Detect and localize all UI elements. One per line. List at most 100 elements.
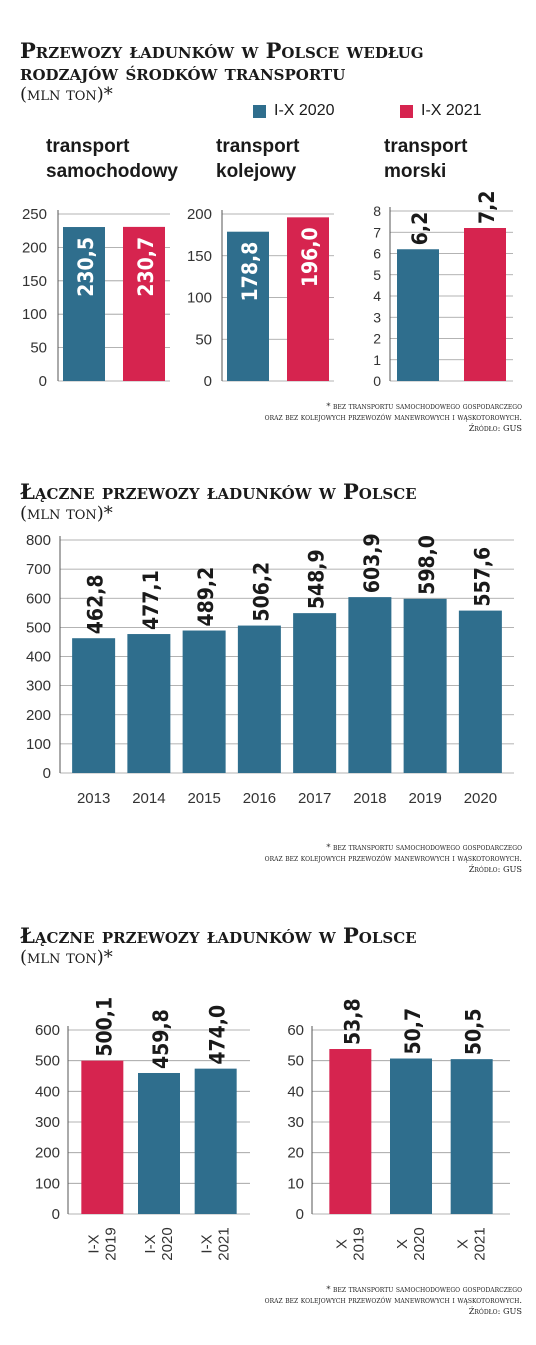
bar-value-label: 230,5 xyxy=(74,237,98,297)
bar-value-label: 196,0 xyxy=(298,227,322,287)
chart-total-annual: 0 100 200 300 400 500 600 700 800 462,8 2013 477,1 2… xyxy=(26,532,514,807)
section1-footnote: * bez transportu samochodowego gospodarc… xyxy=(265,401,522,434)
bar xyxy=(182,630,226,773)
legend-item-2020: I-X 2020 xyxy=(253,102,334,120)
y-tick-label: 2 xyxy=(373,331,381,347)
category-label-rail: transport kolejowy xyxy=(216,134,299,184)
x-category-label: 2016 xyxy=(243,790,276,807)
bar xyxy=(287,217,329,381)
x-category-label: X2020 xyxy=(394,1227,428,1260)
y-tick-label: 6 xyxy=(373,246,381,262)
y-tick-label: 100 xyxy=(35,1175,60,1192)
bar xyxy=(450,1059,493,1214)
category-label-line: transport xyxy=(384,136,468,157)
y-tick-label: 200 xyxy=(187,206,212,223)
bar xyxy=(72,638,116,773)
footnote-line: oraz bez kolejowych przewozów manewrowyc… xyxy=(264,1295,522,1305)
y-tick-label: 50 xyxy=(195,331,212,348)
y-tick-label: 500 xyxy=(35,1053,60,1070)
y-tick-label: 400 xyxy=(35,1083,60,1100)
footnote-line: oraz bez kolejowych przewozów manewrowyc… xyxy=(264,412,522,422)
bar-value-label: 474,0 xyxy=(206,1005,230,1065)
legend-item-2021: I-X 2021 xyxy=(400,102,481,120)
x-category-label-line: 2019 xyxy=(102,1227,119,1260)
footnote-line: Źródło: GUS xyxy=(468,423,522,433)
section1-unit: (mln ton)* xyxy=(20,84,113,105)
bar-value-label: 178,8 xyxy=(238,242,262,302)
bar-value-label: 598,0 xyxy=(415,535,439,595)
x-category-label-line: X xyxy=(333,1239,350,1249)
footnote-line: * bez transportu samochodowego gospodarc… xyxy=(326,842,522,852)
category-label-line: transport xyxy=(46,136,130,157)
category-label-line: morski xyxy=(384,161,447,182)
x-category-label-line: 2021 xyxy=(472,1227,489,1260)
category-label-line: transport xyxy=(216,136,300,157)
bar xyxy=(403,598,447,773)
legend-swatch-blue xyxy=(253,104,266,118)
bar xyxy=(138,1072,180,1214)
y-tick-label: 3 xyxy=(373,309,381,325)
x-category-label: 2017 xyxy=(298,790,331,807)
y-tick-label: 0 xyxy=(43,765,51,782)
x-category-label: I-X2019 xyxy=(85,1227,119,1260)
y-tick-label: 0 xyxy=(204,373,212,390)
x-category-label-line: 2020 xyxy=(411,1227,428,1260)
y-tick-label: 600 xyxy=(35,1022,60,1039)
y-tick-label: 0 xyxy=(52,1206,60,1223)
category-label-sea: transport morski xyxy=(384,134,467,184)
y-tick-label: 200 xyxy=(22,239,47,256)
chart-sea-transport: 0 1 2 3 4 5 6 7 8 6,2 7,2 xyxy=(373,191,513,389)
x-category-label-line: I-X xyxy=(199,1234,216,1253)
bar-value-label: 500,1 xyxy=(92,997,116,1057)
bar-value-label: 7,2 xyxy=(475,191,499,224)
bar-value-label: 50,5 xyxy=(462,1009,486,1056)
bar-value-label: 548,9 xyxy=(305,549,329,609)
x-category-label: 2018 xyxy=(353,790,386,807)
category-label-line: kolejowy xyxy=(216,161,297,182)
y-tick-label: 10 xyxy=(287,1175,304,1192)
y-tick-label: 50 xyxy=(30,340,47,357)
y-tick-label: 20 xyxy=(287,1145,304,1162)
y-tick-label: 700 xyxy=(26,561,51,578)
x-category-label: 2015 xyxy=(187,790,220,807)
legend-swatch-red xyxy=(400,104,413,118)
y-tick-label: 7 xyxy=(373,224,381,240)
y-tick-label: 4 xyxy=(373,288,381,304)
bar-value-label: 603,9 xyxy=(360,533,384,593)
y-tick-label: 400 xyxy=(26,649,51,666)
x-category-label: X2021 xyxy=(455,1227,489,1260)
y-tick-label: 300 xyxy=(26,678,51,695)
x-category-label: 2014 xyxy=(132,790,165,807)
bar-value-label: 53,8 xyxy=(340,998,364,1045)
y-tick-label: 500 xyxy=(26,619,51,636)
x-category-label-line: X xyxy=(455,1239,472,1249)
bar xyxy=(464,228,506,381)
x-category-label: 2013 xyxy=(77,790,110,807)
y-tick-label: 100 xyxy=(26,736,51,753)
section1-title-line1: Przewozy ładunków w Polsce według xyxy=(20,38,424,63)
bar-value-label: 230,7 xyxy=(134,237,158,297)
bar xyxy=(127,634,171,773)
y-tick-label: 60 xyxy=(287,1022,304,1039)
x-category-label: I-X2020 xyxy=(142,1227,176,1260)
bar xyxy=(293,613,337,773)
footnote-line: oraz bez kolejowych przewozów manewrowyc… xyxy=(264,853,522,863)
x-category-label: 2019 xyxy=(408,790,441,807)
y-tick-label: 50 xyxy=(287,1053,304,1070)
footnote-line: Źródło: GUS xyxy=(468,864,522,874)
bar-value-label: 6,2 xyxy=(408,212,432,245)
section2-title: Łączne przewozy ładunków w Polsce xyxy=(20,479,417,504)
section3-unit: (mln ton)* xyxy=(20,947,113,968)
x-category-label-line: X xyxy=(394,1239,411,1249)
y-tick-label: 0 xyxy=(296,1206,304,1223)
bar xyxy=(348,597,392,773)
legend-label-2020: I-X 2020 xyxy=(274,102,335,119)
y-tick-label: 0 xyxy=(373,373,381,389)
bar xyxy=(194,1068,237,1214)
bar-value-label: 506,2 xyxy=(249,562,273,622)
y-tick-label: 0 xyxy=(39,373,47,390)
y-tick-label: 200 xyxy=(35,1145,60,1162)
x-category-label-line: I-X xyxy=(142,1234,159,1253)
